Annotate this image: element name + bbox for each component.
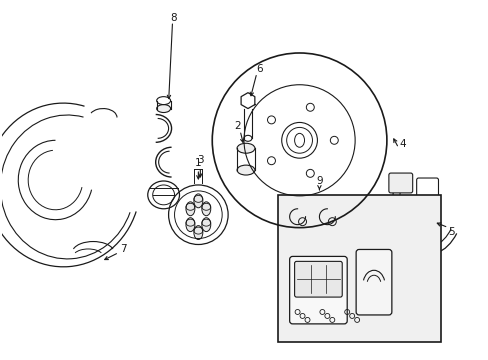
- Ellipse shape: [237, 165, 254, 175]
- Text: 2: 2: [234, 121, 241, 131]
- Text: 3: 3: [197, 155, 203, 165]
- Ellipse shape: [156, 105, 170, 113]
- Text: 1: 1: [195, 158, 201, 168]
- Text: 6: 6: [256, 64, 263, 74]
- Ellipse shape: [185, 202, 195, 216]
- Ellipse shape: [185, 218, 195, 231]
- Ellipse shape: [194, 194, 203, 208]
- Ellipse shape: [202, 218, 210, 231]
- FancyBboxPatch shape: [388, 203, 412, 223]
- FancyBboxPatch shape: [388, 173, 412, 193]
- Text: 9: 9: [315, 176, 322, 186]
- FancyBboxPatch shape: [289, 256, 346, 324]
- Text: 8: 8: [170, 13, 177, 23]
- Bar: [277, 195, 441, 342]
- Text: 7: 7: [120, 244, 126, 255]
- Ellipse shape: [194, 226, 203, 239]
- Text: 5: 5: [447, 226, 454, 237]
- FancyBboxPatch shape: [355, 249, 391, 315]
- Ellipse shape: [202, 202, 210, 216]
- Text: 4: 4: [399, 139, 405, 149]
- FancyBboxPatch shape: [294, 261, 342, 297]
- Ellipse shape: [237, 143, 254, 153]
